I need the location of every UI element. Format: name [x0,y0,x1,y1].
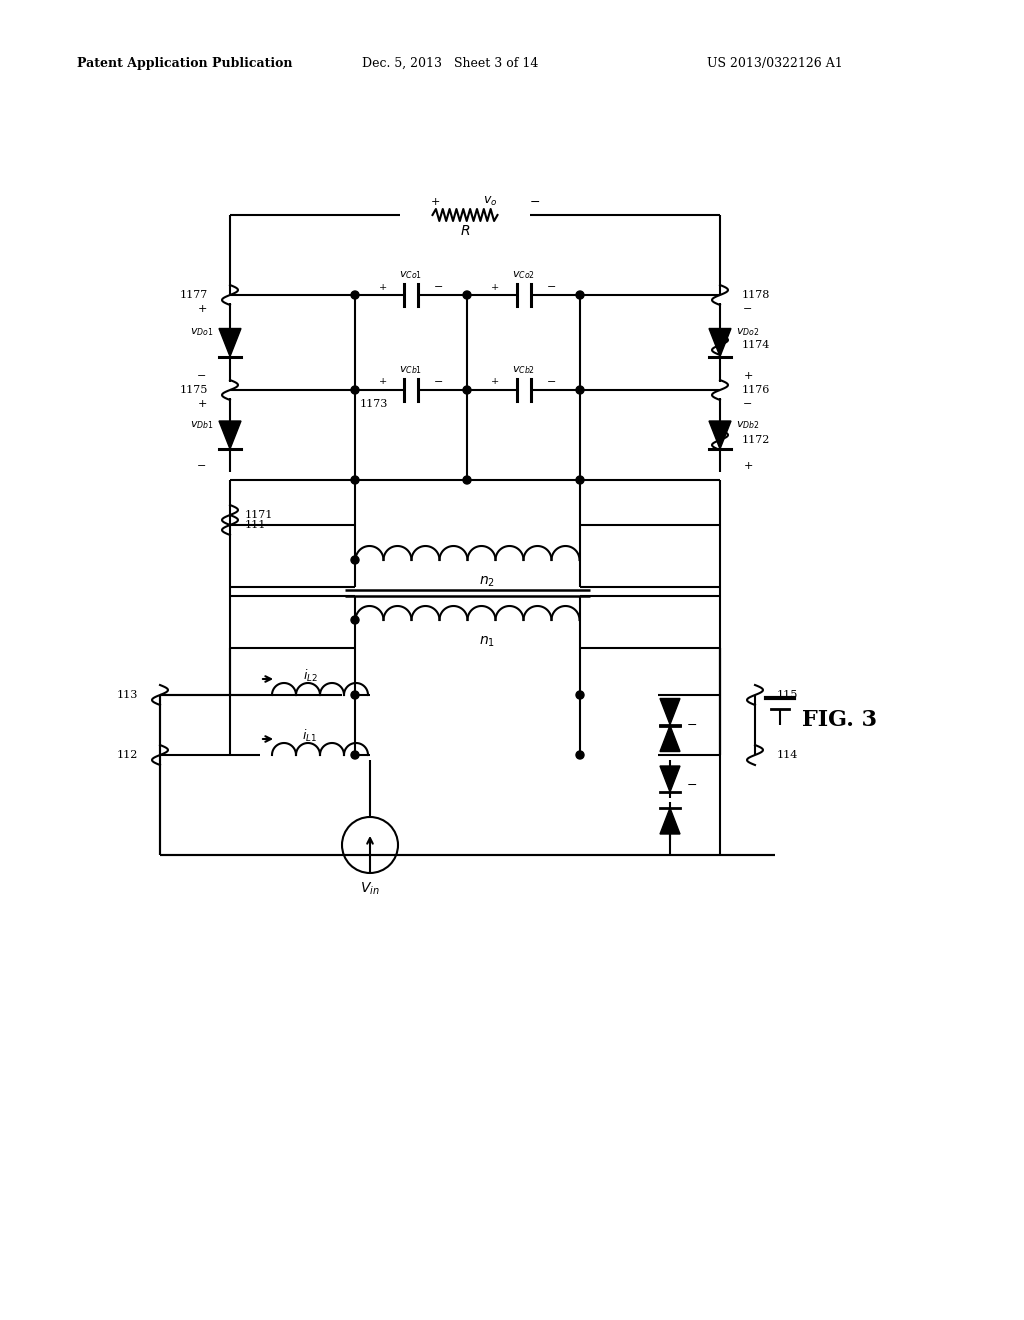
Text: −: − [743,399,753,409]
Circle shape [575,290,584,300]
Text: Dec. 5, 2013   Sheet 3 of 14: Dec. 5, 2013 Sheet 3 of 14 [361,57,539,70]
Polygon shape [219,421,241,449]
Text: +: + [198,399,207,409]
Text: 115: 115 [777,690,799,700]
Text: 1174: 1174 [742,341,770,350]
Text: −: − [743,304,753,314]
Circle shape [351,556,359,564]
Text: 113: 113 [117,690,138,700]
Text: 1171: 1171 [245,510,273,520]
Text: $v_{Cb2}$: $v_{Cb2}$ [512,364,536,376]
Text: +: + [743,461,753,471]
Circle shape [351,616,359,624]
Text: $v_{Co1}$: $v_{Co1}$ [399,269,423,281]
Text: US 2013/0322126 A1: US 2013/0322126 A1 [708,57,843,70]
Text: 114: 114 [777,750,799,760]
Text: −: − [434,378,443,387]
Text: −: − [687,779,697,792]
Text: +: + [492,282,500,292]
Text: $v_{Co2}$: $v_{Co2}$ [512,269,535,281]
Circle shape [351,290,359,300]
Polygon shape [660,698,680,725]
Text: −: − [547,378,556,387]
Circle shape [575,385,584,393]
Circle shape [575,690,584,700]
Text: −: − [198,371,207,381]
Circle shape [351,751,359,759]
Circle shape [463,290,471,300]
Text: $v_o$: $v_o$ [483,194,498,207]
Circle shape [575,751,584,759]
Text: 1173: 1173 [360,399,388,409]
Text: $i_{L2}$: $i_{L2}$ [302,668,317,684]
Text: $v_{Do1}$: $v_{Do1}$ [190,326,214,338]
Text: 111: 111 [245,520,266,531]
Text: −: − [687,718,697,731]
Text: +: + [430,197,439,207]
Text: Patent Application Publication: Patent Application Publication [77,57,293,70]
Polygon shape [709,329,731,356]
Text: $R$: $R$ [460,224,470,238]
Text: FIG. 3: FIG. 3 [803,709,878,731]
Text: $V_{in}$: $V_{in}$ [360,880,380,898]
Polygon shape [660,726,680,751]
Circle shape [575,477,584,484]
Text: −: − [434,282,443,292]
Text: $i_{L1}$: $i_{L1}$ [302,727,317,744]
Text: $n_1$: $n_1$ [479,635,496,649]
Text: +: + [379,378,387,387]
Text: −: − [529,195,541,209]
Text: +: + [198,304,207,314]
Text: $v_{Cb1}$: $v_{Cb1}$ [399,364,423,376]
Text: 1175: 1175 [179,385,208,395]
Text: $v_{Do2}$: $v_{Do2}$ [736,326,760,338]
Text: +: + [743,371,753,381]
Text: −: − [547,282,556,292]
Text: −: − [198,461,207,471]
Circle shape [463,385,471,393]
Polygon shape [709,421,731,449]
Polygon shape [219,329,241,356]
Text: $n_2$: $n_2$ [479,574,496,589]
Text: 1178: 1178 [742,290,770,300]
Circle shape [351,477,359,484]
Text: +: + [379,282,387,292]
Text: 1172: 1172 [742,436,770,445]
Text: $v_{Db1}$: $v_{Db1}$ [190,420,214,430]
Circle shape [351,385,359,393]
Text: 112: 112 [117,750,138,760]
Text: 1176: 1176 [742,385,770,395]
Text: +: + [492,378,500,387]
Circle shape [463,477,471,484]
Polygon shape [660,808,680,834]
Polygon shape [660,766,680,792]
Text: $v_{Db2}$: $v_{Db2}$ [736,420,760,430]
Text: 1177: 1177 [180,290,208,300]
Circle shape [351,690,359,700]
